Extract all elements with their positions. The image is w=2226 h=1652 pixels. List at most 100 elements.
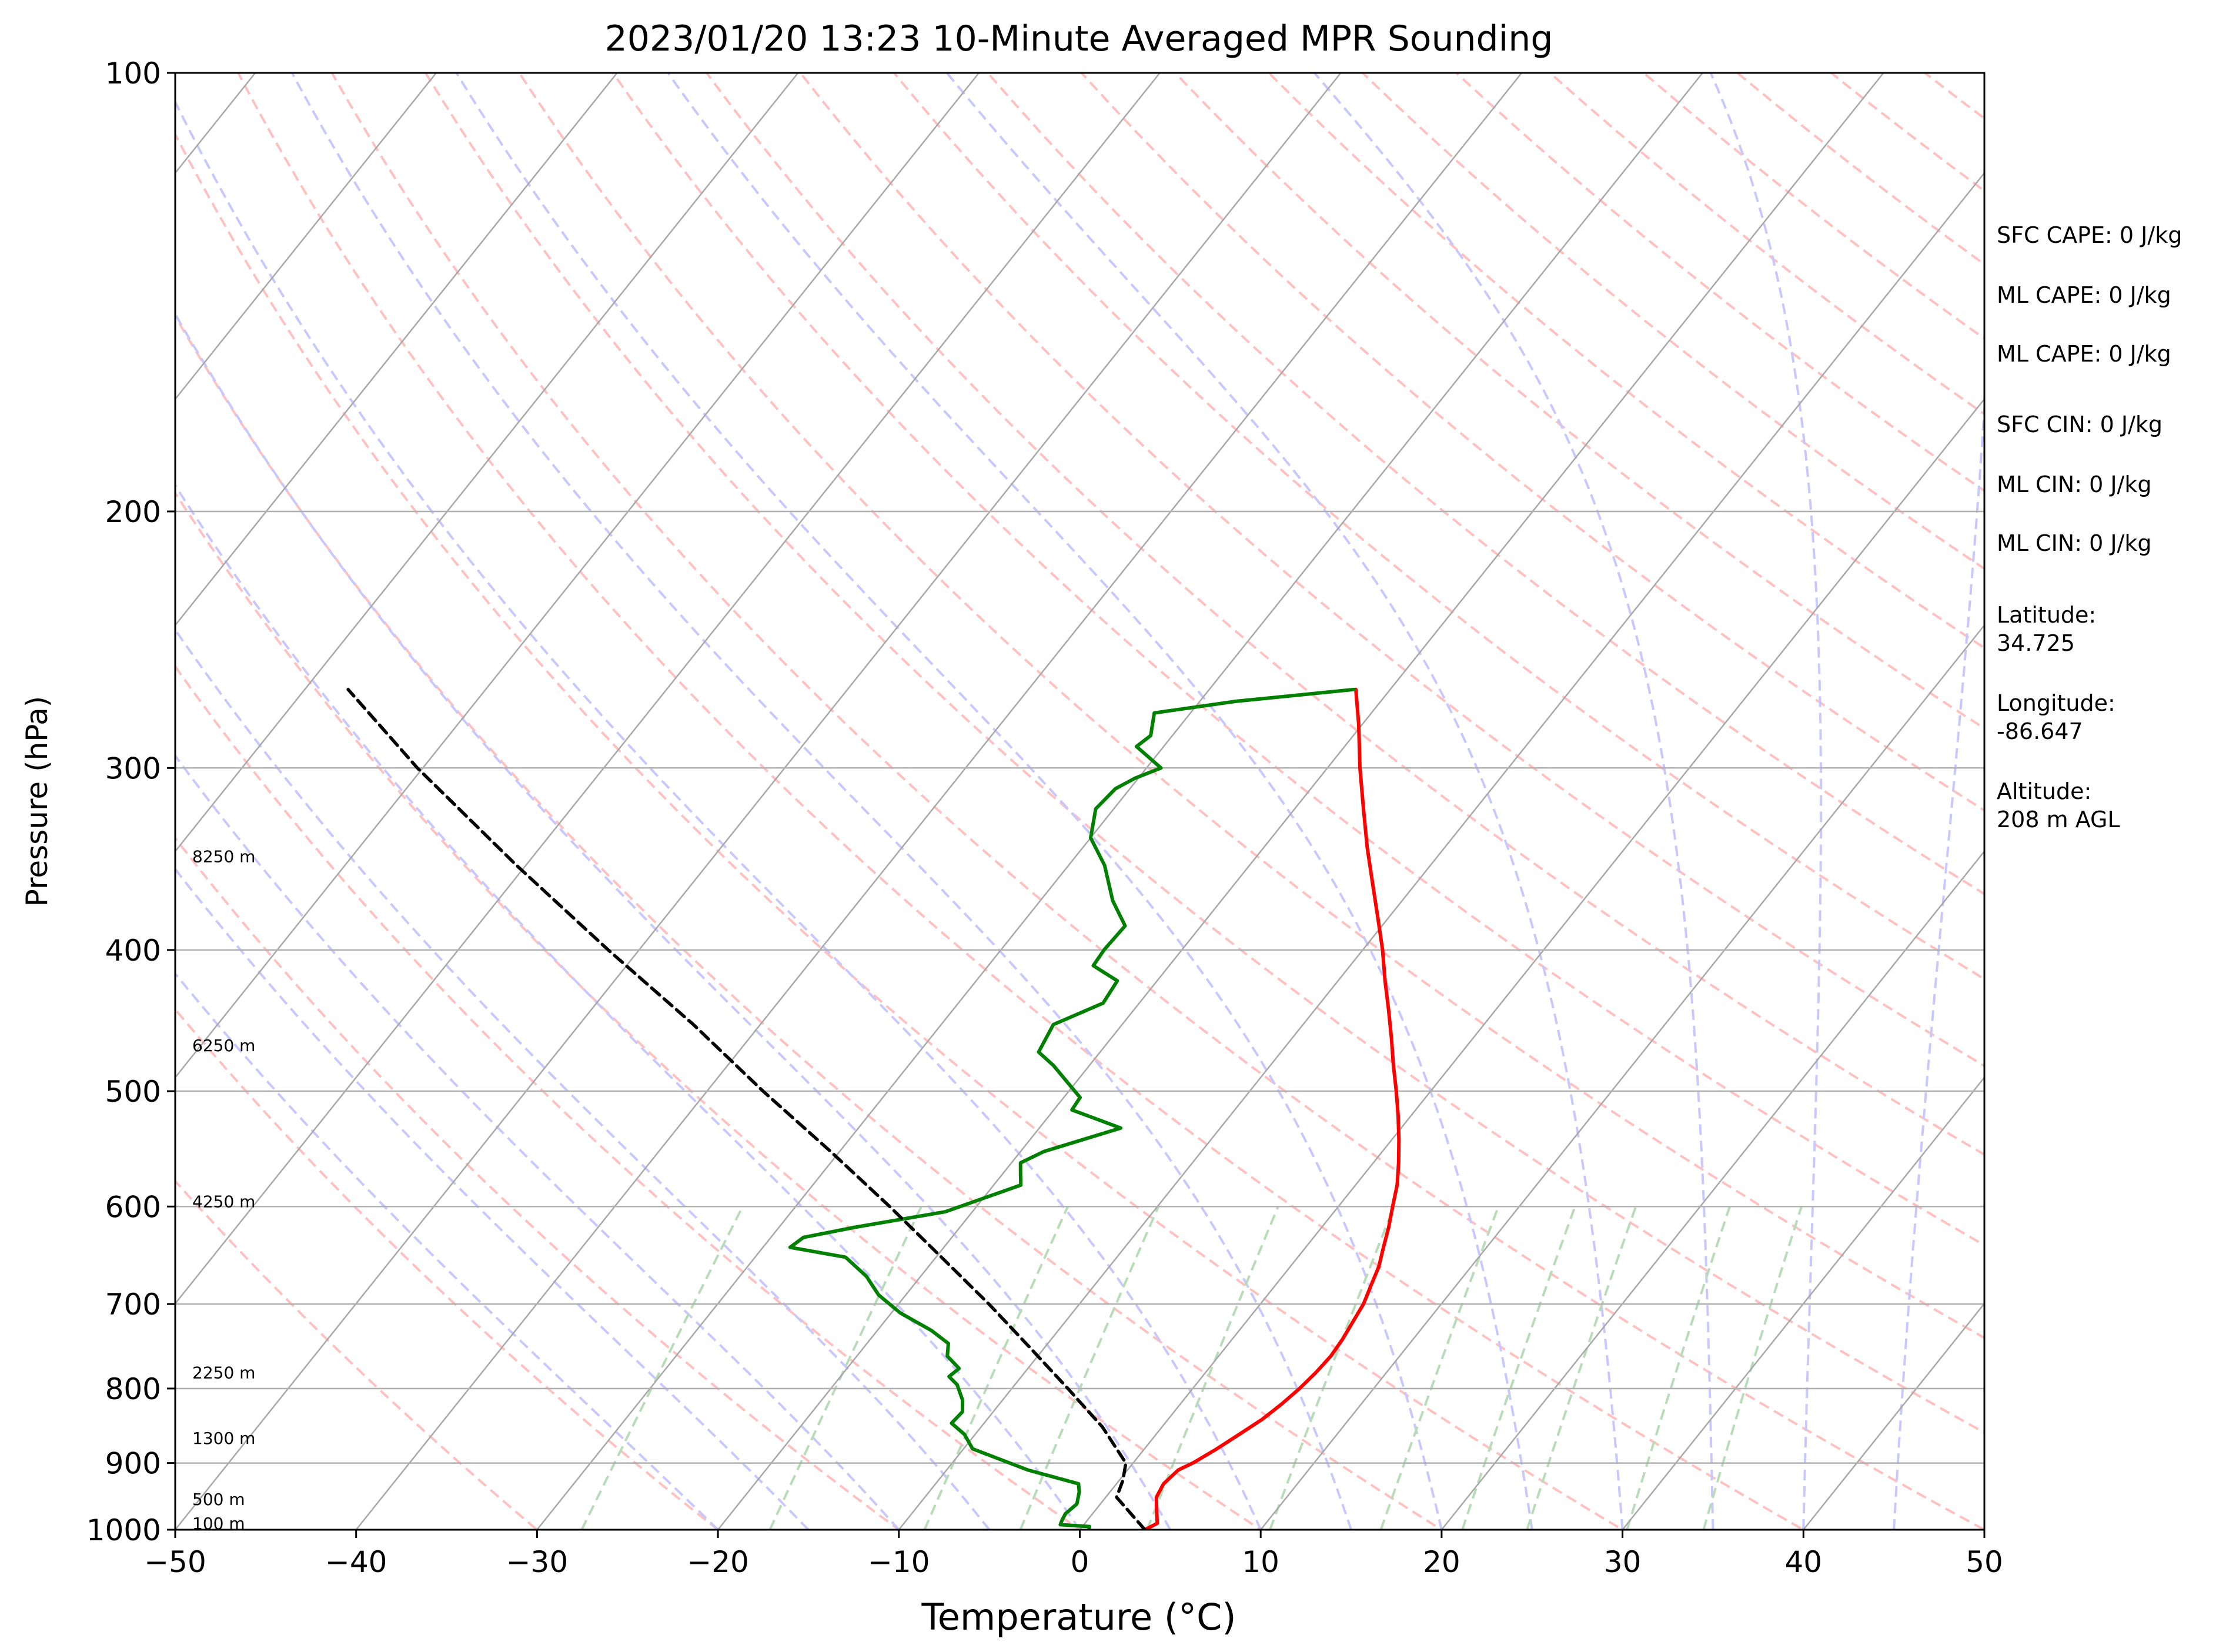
dry-adiabat: [424, 73, 1984, 1434]
moist-adiabat: [175, 312, 1172, 1530]
moist-adiabat: [175, 754, 900, 1530]
mixing-ratio-line: [1626, 1206, 1731, 1530]
x-tick-label: 0: [1071, 1545, 1089, 1579]
x-tick-label: 20: [1423, 1545, 1460, 1579]
height-label: 4250 m: [192, 1192, 255, 1211]
moist-adiabat: [1313, 73, 1714, 1530]
y-axis-ticks: 100 200 300 400 500 600 700 800 900 1000: [86, 56, 175, 1547]
mixing-ratio-line: [580, 1206, 744, 1530]
y-tick-label: 200: [105, 495, 161, 529]
chart-title: 2023/01/20 13:23 10-Minute Averaged MPR …: [605, 18, 1553, 59]
mixing-ratio-line: [1702, 1206, 1803, 1530]
ml-cape-text-2: ML CAPE: 0 J/kg: [1997, 341, 2171, 367]
background-lines: [175, 41, 2226, 1561]
x-tick-label: −50: [144, 1545, 206, 1579]
dry-adiabat: [705, 73, 1984, 1156]
isotherm: [175, 73, 980, 1079]
dry-adiabat: [611, 73, 1984, 1247]
isotherm: [175, 73, 799, 853]
y-tick-label: 800: [105, 1372, 161, 1406]
x-axis-ticks: −50 −40 −30 −20 −10 0 10 20 30 40 50: [144, 1530, 2003, 1579]
longitude-text: Longitude: -86.647: [1997, 690, 2115, 744]
x-axis-label: Temperature (°C): [921, 1596, 1236, 1638]
dry-adiabat: [986, 73, 1984, 895]
height-label: 6250 m: [192, 1036, 255, 1055]
dry-adiabat: [175, 1179, 539, 1530]
y-tick-label: 100: [105, 56, 161, 91]
dry-adiabat: [175, 491, 1263, 1530]
altitude-text: Altitude: 208 m AGL: [1997, 778, 2120, 832]
plot-frame: [174, 72, 1986, 1531]
temperature-line: [1143, 687, 1401, 1530]
x-tick-label: 40: [1784, 1545, 1822, 1579]
dry-adiabat: [1079, 73, 1984, 812]
isotherm: [355, 73, 1523, 1530]
y-tick-label: 400: [105, 934, 161, 968]
moist-adiabat: [945, 73, 1624, 1530]
moist-adiabat: [1709, 73, 1823, 1530]
ml-cape-text: ML CAPE: 0 J/kg: [1997, 282, 2171, 308]
height-label: 500 m: [192, 1490, 245, 1509]
dry-adiabat: [236, 73, 1806, 1530]
isotherm: [175, 73, 1161, 1305]
moist-adiabat: [1893, 390, 1984, 1530]
moist-adiabat: [667, 73, 1533, 1530]
sfc-cape-text: SFC CAPE: 0 J/kg: [1997, 222, 2182, 248]
moist-adiabat: [290, 73, 1352, 1530]
isotherm: [175, 73, 1342, 1530]
x-tick-label: −30: [506, 1545, 569, 1579]
isotherm: [175, 73, 437, 400]
mixing-ratio-line: [1526, 1206, 1637, 1530]
isotherm: [536, 73, 1703, 1530]
moist-adiabat: [175, 99, 1262, 1530]
dry-adiabat: [175, 314, 1444, 1530]
isotherm: [898, 172, 1984, 1530]
dry-adiabat: [893, 73, 1984, 981]
dewpoint-line: [788, 687, 1356, 1530]
sounding-lines: [346, 687, 1401, 1530]
dry-adiabat: [1642, 73, 1984, 340]
ml-cin-text-2: ML CIN: 0 J/kg: [1997, 530, 2152, 556]
isotherm: [2165, 73, 2226, 1530]
dry-adiabat: [175, 132, 1625, 1530]
y-axis-label: Pressure (hPa): [20, 696, 54, 907]
latitude-text: Latitude: 34.725: [1997, 602, 2097, 656]
dry-adiabat: [1735, 73, 1984, 266]
x-tick-label: −40: [325, 1545, 387, 1579]
x-tick-label: 10: [1242, 1545, 1279, 1579]
y-tick-label: 300: [105, 751, 161, 785]
dry-adiabat: [175, 664, 1082, 1530]
isotherm: [1079, 397, 1984, 1530]
x-tick-label: −20: [687, 1545, 749, 1579]
dry-adiabat: [2161, 41, 2226, 1561]
isotherm: [1260, 624, 1984, 1530]
moist-adiabat: [175, 972, 719, 1530]
moist-adiabat: [455, 73, 1443, 1530]
height-label: 1300 m: [192, 1429, 255, 1448]
sfc-cin-text: SFC CIN: 0 J/kg: [1997, 412, 2163, 437]
x-tick-label: −10: [868, 1545, 930, 1579]
moist-adiabat: [175, 483, 1081, 1530]
ml-cin-text: ML CIN: 0 J/kg: [1997, 471, 2152, 497]
x-tick-label: 30: [1604, 1545, 1642, 1579]
isotherm: [1440, 850, 1984, 1530]
isotherm: [1622, 1076, 1984, 1530]
dry-adiabat: [175, 836, 901, 1530]
moist-adiabat: [175, 627, 991, 1530]
isotherm: [717, 73, 1884, 1530]
dry-adiabat: [175, 1007, 720, 1530]
isotherm: [175, 73, 618, 627]
x-tick-label: 50: [1966, 1545, 2003, 1579]
y-tick-label: 600: [105, 1190, 161, 1224]
dry-adiabat: [517, 73, 1984, 1339]
y-tick-label: 900: [105, 1447, 161, 1481]
parcel-line: [346, 688, 1147, 1530]
height-label: 8250 m: [192, 847, 255, 867]
y-tick-label: 700: [105, 1288, 161, 1322]
y-tick-label: 1000: [86, 1513, 161, 1547]
dry-adiabat: [330, 73, 1984, 1530]
y-tick-label: 500: [105, 1075, 161, 1109]
height-label: 2250 m: [192, 1363, 255, 1383]
